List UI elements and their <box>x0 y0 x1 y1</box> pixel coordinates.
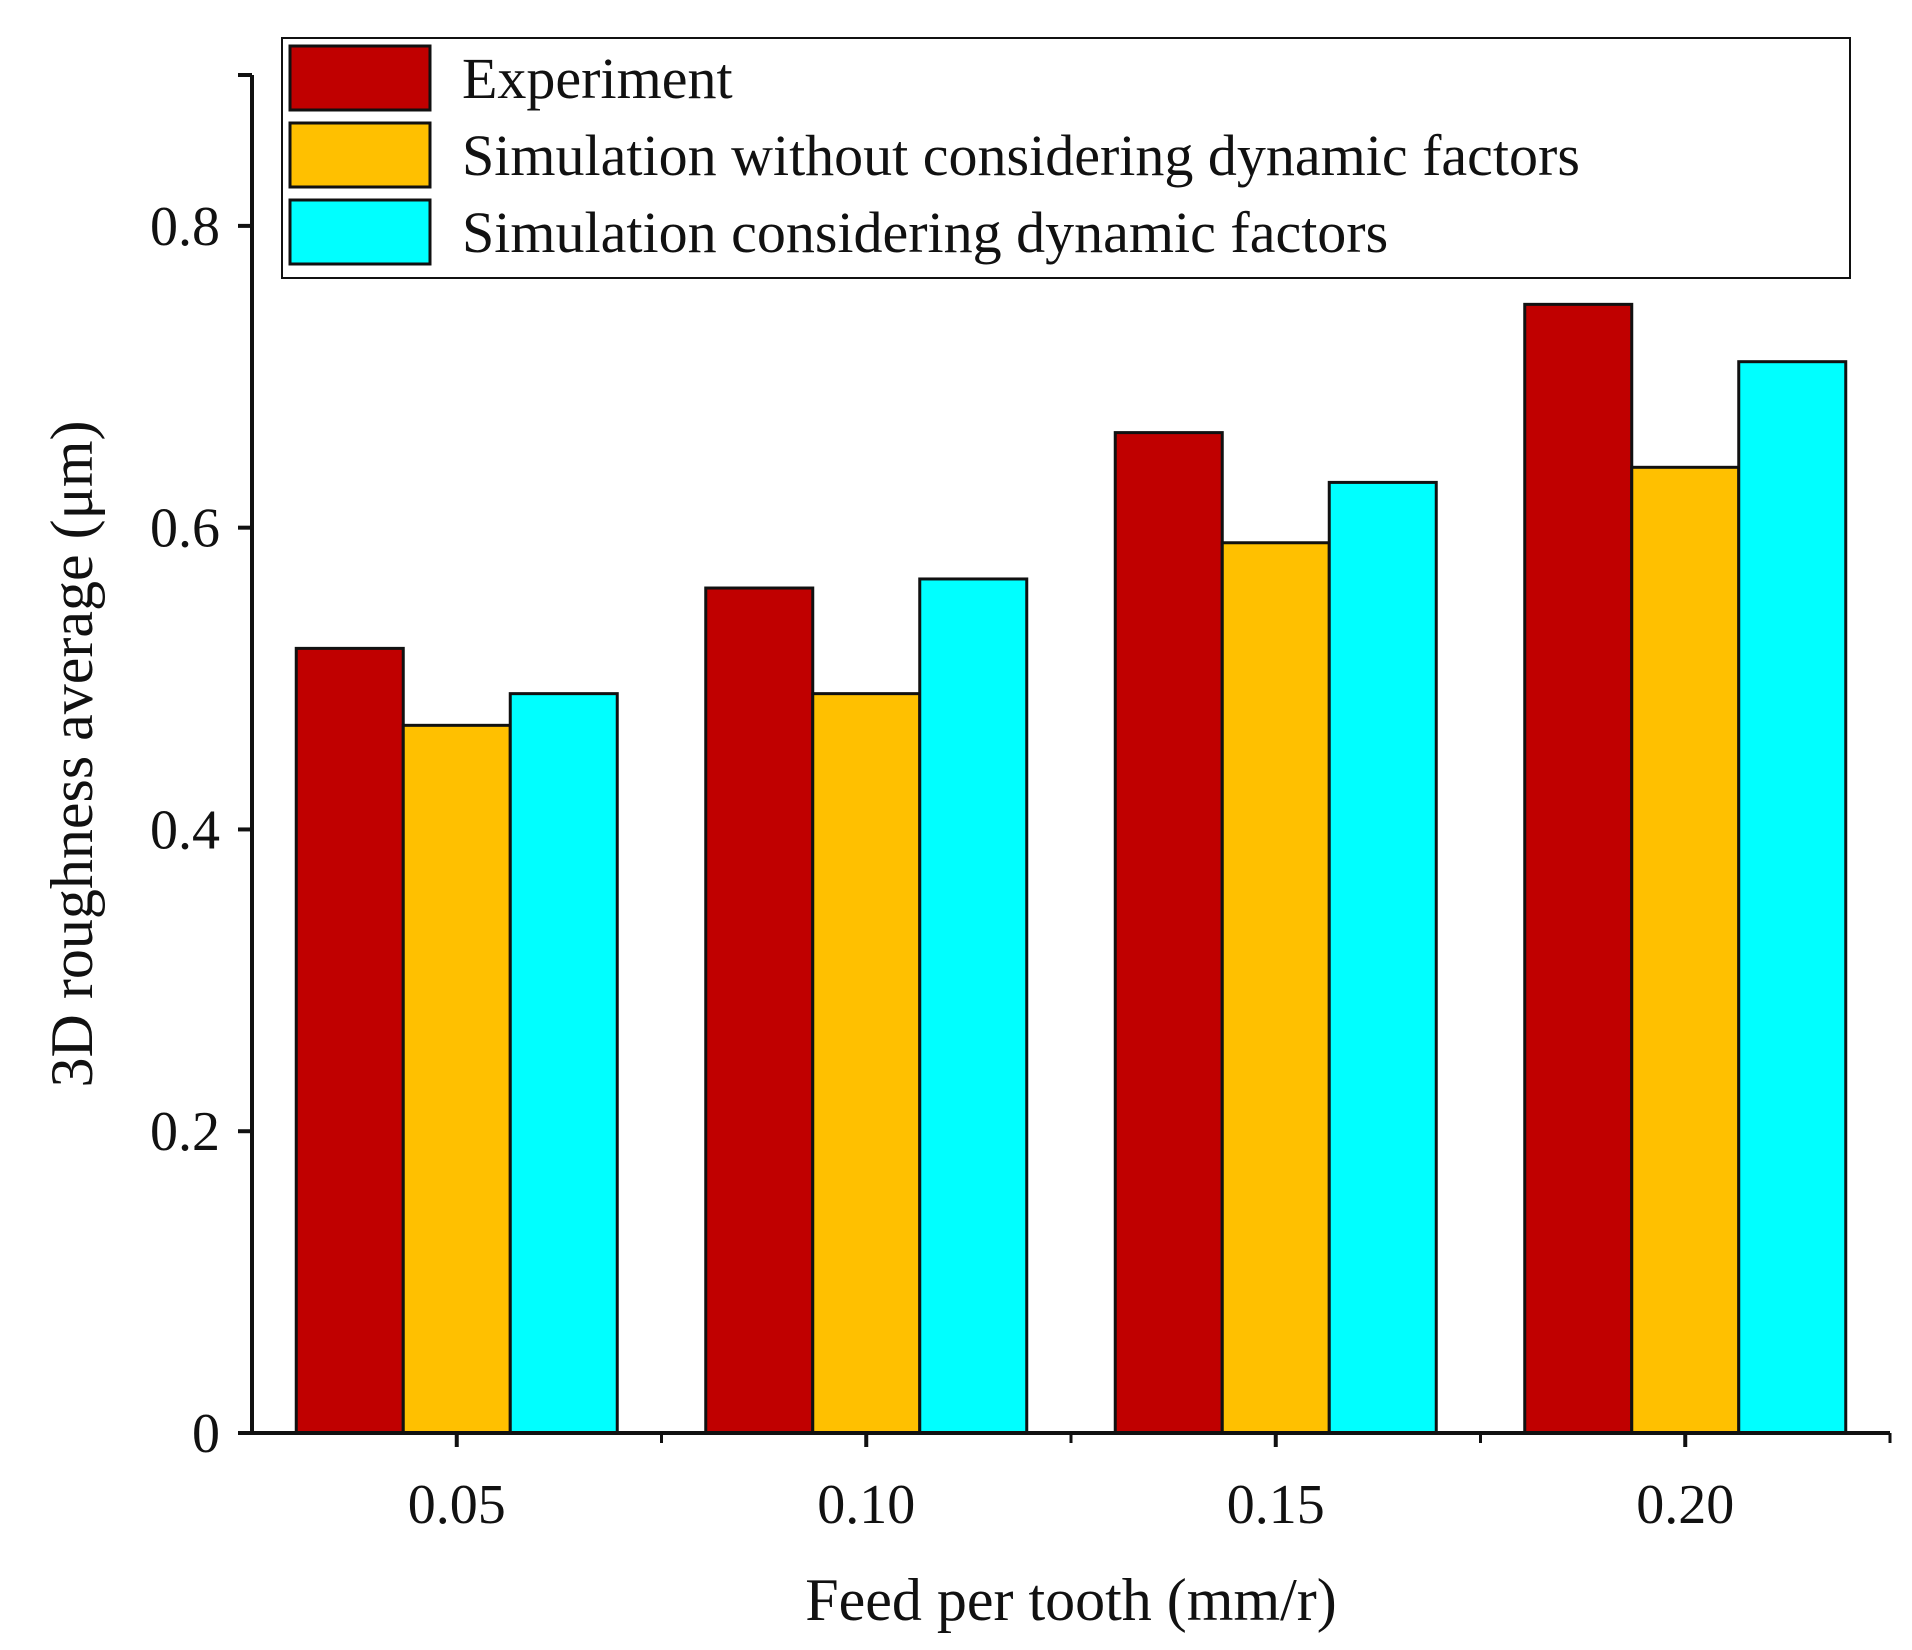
bar-simulation-with-dynamic-0.15 <box>1327 480 1438 1435</box>
bar-simulation-with-dynamic-0.10 <box>918 577 1029 1435</box>
y-tick-label: 0.8 <box>150 196 220 258</box>
legend: Experiment Simulation without considering… <box>281 37 1851 279</box>
bar-simulation-with-dynamic-0.05 <box>508 692 619 1435</box>
y-tick-label: 0.4 <box>150 799 220 861</box>
legend-swatch <box>288 44 432 112</box>
x-ticks-group: 0.05 0.10 0.15 0.20 <box>408 1433 1892 1536</box>
bar-simulation-without-dynamic-0.05 <box>401 723 512 1435</box>
bar-simulation-without-dynamic-0.20 <box>1630 465 1741 1435</box>
y-tick-label: 0 <box>192 1403 220 1465</box>
legend-label: Simulation without considering dynamic f… <box>462 123 1580 188</box>
x-tick-label: 0.15 <box>1227 1474 1325 1536</box>
bar-experiment-0.20 <box>1523 302 1634 1435</box>
legend-label: Experiment <box>462 46 733 111</box>
legend-box <box>281 37 1851 279</box>
y-ticks-group: 0 0.2 0.4 0.6 0.8 <box>150 73 252 1465</box>
x-tick-label: 0.10 <box>817 1474 915 1536</box>
y-tick-label: 0.2 <box>150 1101 220 1163</box>
bar-simulation-without-dynamic-0.10 <box>811 692 922 1435</box>
legend-swatch <box>288 121 432 189</box>
x-tick-label: 0.20 <box>1636 1474 1734 1536</box>
y-tick-label: 0.6 <box>150 498 220 560</box>
bar-experiment-0.05 <box>294 646 405 1435</box>
legend-swatch <box>288 198 432 266</box>
x-axis-title: Feed per tooth (mm/r) <box>805 1567 1337 1633</box>
bar-experiment-0.10 <box>704 586 815 1435</box>
legend-items: Experiment Simulation without considering… <box>288 44 1580 266</box>
legend-label: Simulation considering dynamic factors <box>462 200 1388 265</box>
bar-simulation-with-dynamic-0.20 <box>1737 360 1848 1435</box>
bar-simulation-without-dynamic-0.15 <box>1220 541 1331 1435</box>
y-axis-title: 3D roughness average (μm) <box>39 421 105 1088</box>
bar-experiment-0.15 <box>1113 431 1224 1435</box>
plot-area: 0 0.2 0.4 0.6 0.8 0.05 0.10 0.15 0.20 <box>150 73 1892 1536</box>
bars-group <box>294 302 1848 1435</box>
x-tick-label: 0.05 <box>408 1474 506 1536</box>
